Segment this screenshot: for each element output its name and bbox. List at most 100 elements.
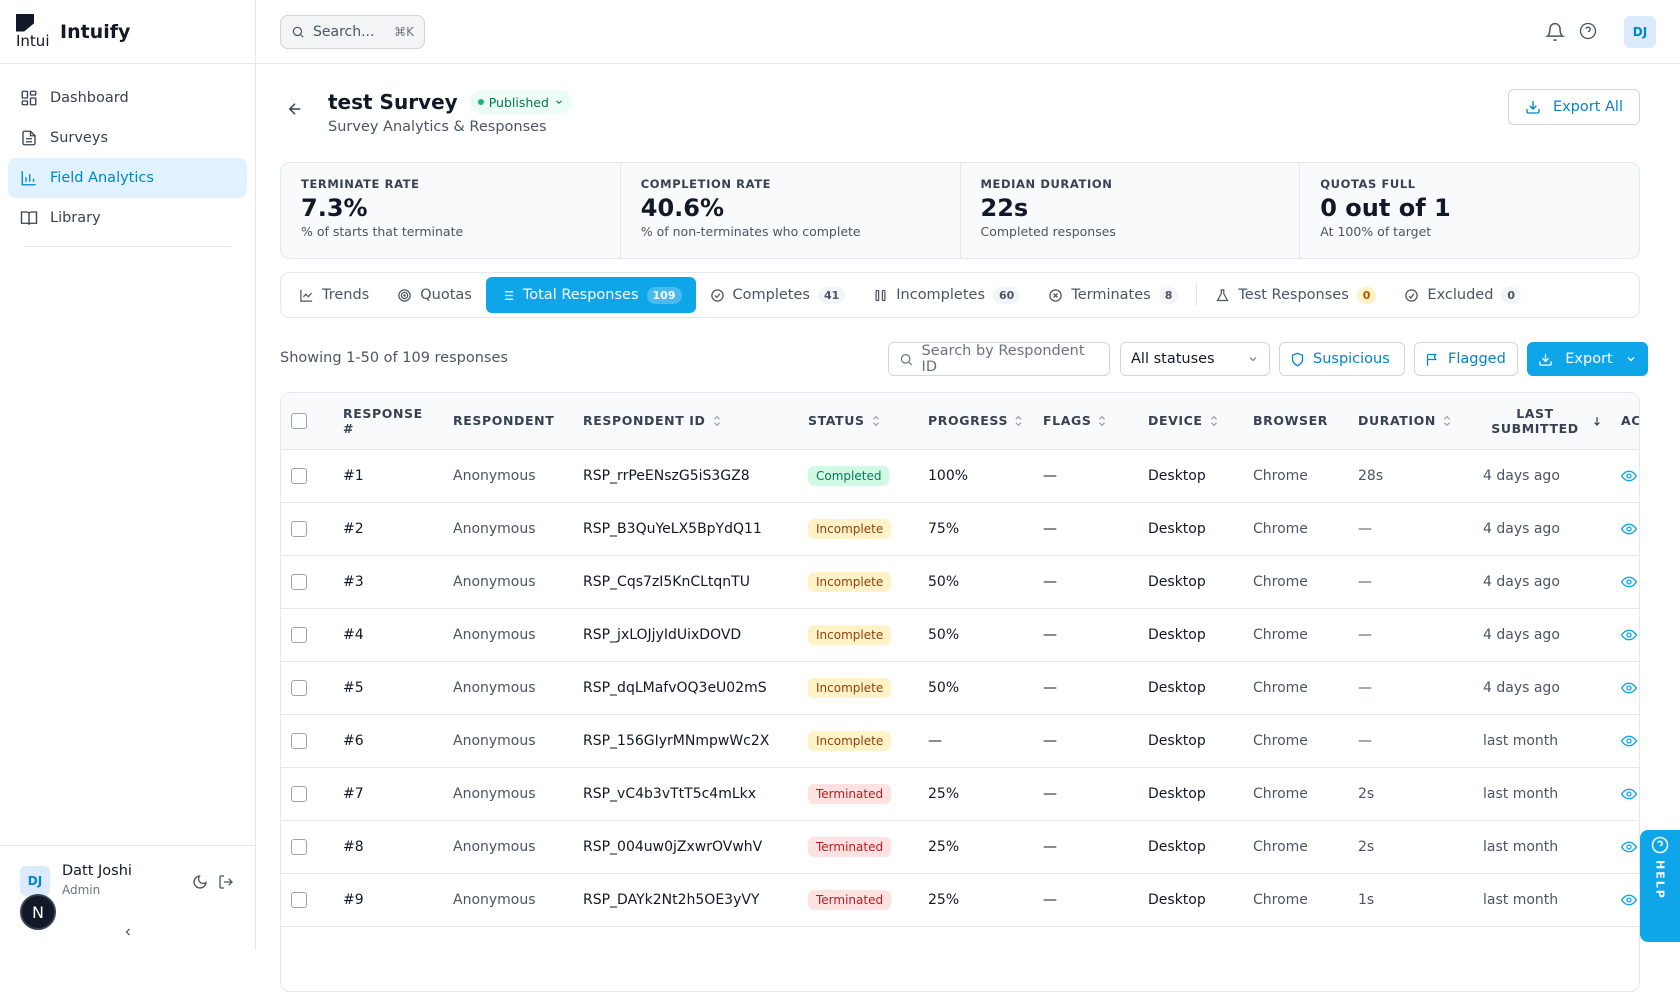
logo[interactable]: Intui Intuify xyxy=(0,0,255,64)
respondent-search-input[interactable]: Search by Respondent ID xyxy=(888,342,1110,376)
avatar[interactable]: DJ xyxy=(1624,16,1656,48)
cell-browser: Chrome xyxy=(1243,873,1348,926)
tab-incompletes[interactable]: Incompletes 60 xyxy=(859,277,1034,313)
collapse-sidebar-icon[interactable] xyxy=(122,926,134,938)
cell-duration: 2s xyxy=(1348,820,1473,873)
column-header[interactable]: DURATION xyxy=(1348,393,1473,449)
count-badge: 0 xyxy=(1357,287,1377,304)
global-search[interactable]: Search... ⌘K xyxy=(280,15,425,49)
column-header[interactable]: FLAGS xyxy=(1033,393,1138,449)
cell-progress: 100% xyxy=(918,449,1033,502)
status-badge: Completed xyxy=(808,466,889,486)
help-circle-icon[interactable] xyxy=(1579,22,1597,40)
row-checkbox[interactable] xyxy=(291,839,307,855)
cell-status: Completed xyxy=(798,449,918,502)
cell-duration: — xyxy=(1348,502,1473,555)
tab-total-responses[interactable]: Total Responses 109 xyxy=(486,277,696,313)
responses-table: RESPONSE # RESPONDENT RESPONDENT ID STAT… xyxy=(280,392,1640,992)
cell-status: Incomplete xyxy=(798,714,918,767)
row-select-cell xyxy=(281,767,333,820)
sidebar-item-surveys[interactable]: Surveys xyxy=(8,118,247,158)
export-all-button[interactable]: Export All xyxy=(1508,89,1640,125)
eye-icon[interactable] xyxy=(1621,786,1637,802)
eye-icon[interactable] xyxy=(1621,839,1637,855)
tab-excluded[interactable]: Excluded 0 xyxy=(1390,277,1535,313)
cell-last: last month xyxy=(1473,820,1611,873)
moon-icon[interactable] xyxy=(192,874,208,890)
sidebar-item-label: Dashboard xyxy=(50,90,129,106)
stat-terminate-rate: TERMINATE RATE 7.3% % of starts that ter… xyxy=(281,163,621,258)
logout-icon[interactable] xyxy=(218,874,234,890)
cell-status: Terminated xyxy=(798,820,918,873)
flagged-filter-button[interactable]: Flagged xyxy=(1414,342,1518,376)
cell-duration: — xyxy=(1348,714,1473,767)
sidebar-item-dashboard[interactable]: Dashboard xyxy=(8,78,247,118)
row-checkbox[interactable] xyxy=(291,574,307,590)
eye-icon[interactable] xyxy=(1621,574,1637,590)
row-checkbox[interactable] xyxy=(291,786,307,802)
book-icon xyxy=(20,209,38,227)
cell-duration: 1s xyxy=(1348,873,1473,926)
cell-device: Desktop xyxy=(1138,767,1243,820)
tab-completes[interactable]: Completes 41 xyxy=(696,277,860,313)
eye-icon[interactable] xyxy=(1621,468,1637,484)
export-button[interactable]: Export xyxy=(1527,342,1648,376)
column-header[interactable]: RESPONDENT ID xyxy=(573,393,798,449)
cell-flags: — xyxy=(1033,767,1138,820)
status-filter-select[interactable]: All statuses xyxy=(1120,342,1270,376)
count-badge: 8 xyxy=(1159,287,1179,304)
row-checkbox[interactable] xyxy=(291,892,307,908)
eye-icon[interactable] xyxy=(1621,680,1637,696)
sidebar-item-label: Field Analytics xyxy=(50,170,154,186)
row-checkbox[interactable] xyxy=(291,733,307,749)
tab-quotas[interactable]: Quotas xyxy=(383,277,486,313)
row-checkbox[interactable] xyxy=(291,521,307,537)
eye-icon[interactable] xyxy=(1621,627,1637,643)
cell-device: Desktop xyxy=(1138,502,1243,555)
bell-icon[interactable] xyxy=(1545,22,1565,42)
eye-icon[interactable] xyxy=(1621,733,1637,749)
tab-test-responses[interactable]: Test Responses 0 xyxy=(1201,277,1390,313)
select-all-checkbox[interactable] xyxy=(291,413,307,429)
sidebar-item-field-analytics[interactable]: Field Analytics xyxy=(8,158,247,198)
cell-device: Desktop xyxy=(1138,449,1243,502)
cell-respondent: Anonymous xyxy=(443,661,573,714)
help-tab[interactable]: HELP xyxy=(1640,830,1680,942)
sidebar-item-library[interactable]: Library xyxy=(8,198,247,238)
assistant-badge[interactable]: N xyxy=(20,894,56,930)
status-badge: Incomplete xyxy=(808,678,891,698)
avatar[interactable]: DJ xyxy=(20,866,50,896)
column-header[interactable]: LAST SUBMITTED xyxy=(1473,393,1611,449)
row-select-cell xyxy=(281,873,333,926)
back-arrow-icon[interactable] xyxy=(286,100,304,118)
column-header[interactable]: RESPONSE # xyxy=(333,393,443,449)
status-badge: Terminated xyxy=(808,837,891,857)
column-header[interactable]: DEVICE xyxy=(1138,393,1243,449)
tab-trends[interactable]: Trends xyxy=(285,277,383,313)
check-circle-icon xyxy=(710,288,725,303)
tab-divider xyxy=(1196,284,1197,306)
suspicious-filter-button[interactable]: Suspicious xyxy=(1279,342,1405,376)
status-badge[interactable]: Published xyxy=(470,90,572,114)
column-header[interactable]: PROGRESS xyxy=(918,393,1033,449)
eye-icon[interactable] xyxy=(1621,892,1637,908)
tab-terminates[interactable]: Terminates 8 xyxy=(1034,277,1192,313)
eye-icon[interactable] xyxy=(1621,521,1637,537)
sort-icon xyxy=(1097,415,1107,427)
row-checkbox[interactable] xyxy=(291,627,307,643)
main-content: test Survey Published Survey Analytics &… xyxy=(256,64,1680,950)
row-checkbox[interactable] xyxy=(291,680,307,696)
row-checkbox[interactable] xyxy=(291,468,307,484)
cell-device: Desktop xyxy=(1138,661,1243,714)
column-header[interactable]: STATUS xyxy=(798,393,918,449)
row-select-cell xyxy=(281,555,333,608)
